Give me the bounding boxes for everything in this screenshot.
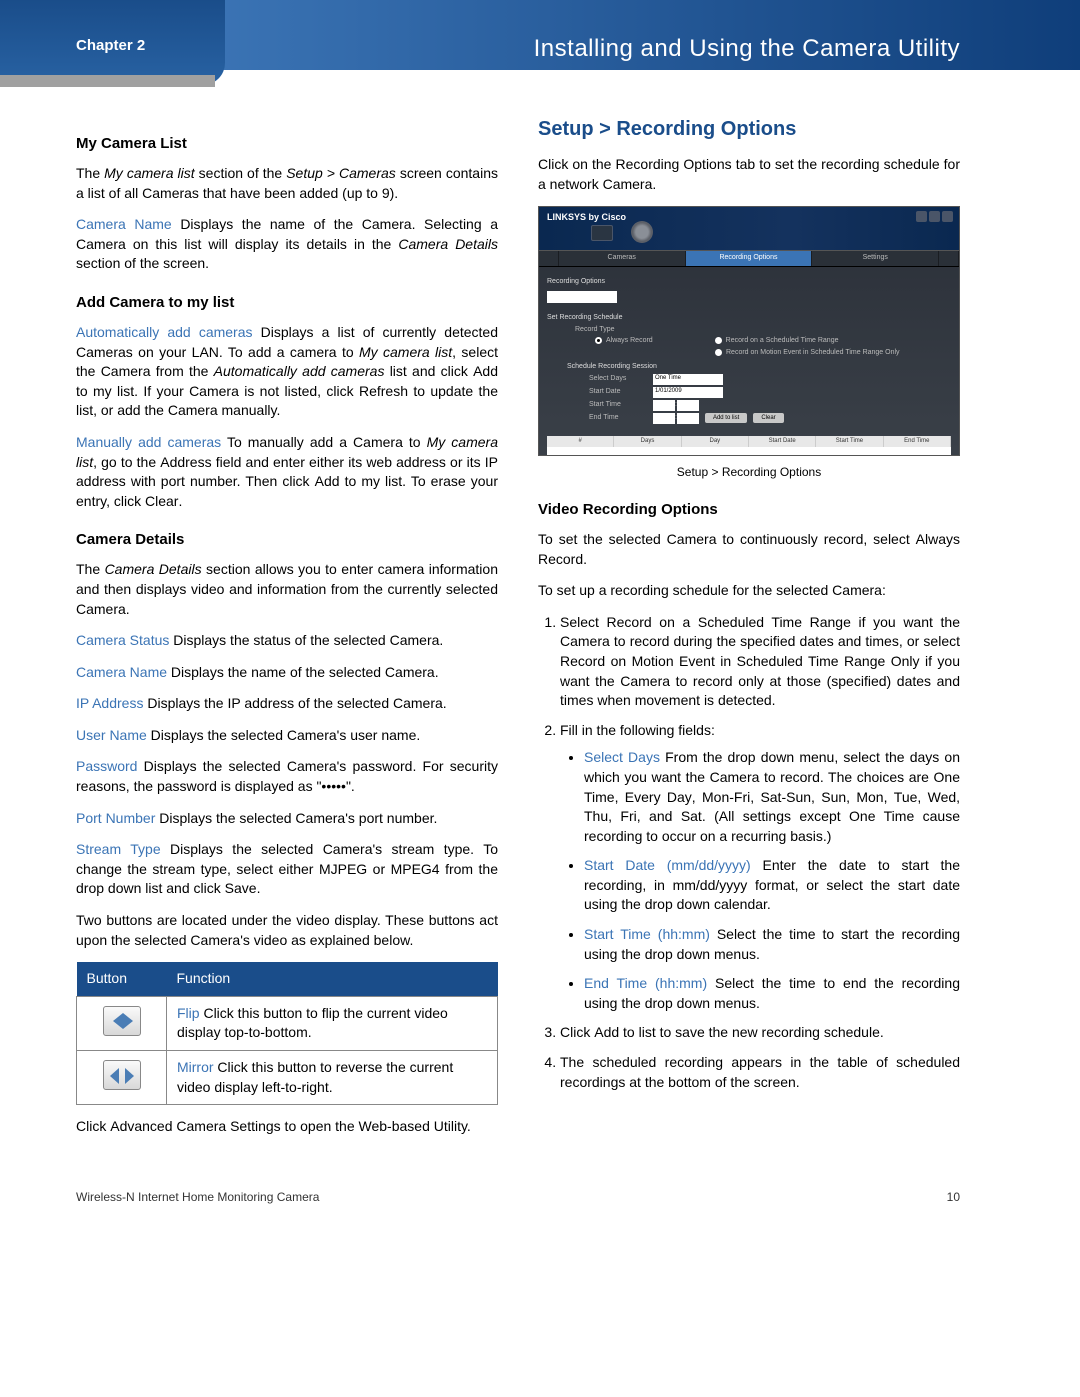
steps-list: Select Record on a Scheduled Time Range … [538, 613, 960, 1092]
ss-label: Recording Options [547, 277, 951, 287]
header-strip [0, 75, 215, 87]
th-button: Button [77, 962, 167, 996]
heading-add-camera: Add Camera to my list [76, 292, 498, 313]
ss-tab: Recording Options [686, 251, 813, 266]
ss-logo: LINKSYS by Cisco [547, 211, 626, 224]
flip-icon [103, 1006, 141, 1036]
camera-icon [591, 225, 613, 241]
para: Click on the Recording Options tab to se… [538, 155, 960, 194]
para: Camera Name Displays the name of the Cam… [76, 215, 498, 274]
para: The My camera list section of the Setup … [76, 164, 498, 203]
para: To set the selected Camera to continuous… [538, 530, 960, 569]
mirror-icon [103, 1060, 141, 1090]
fields-list: Select Days From the drop down menu, sel… [560, 748, 960, 1013]
cell-mirror: Mirror Click this button to reverse the … [167, 1051, 498, 1105]
ss-field-value [677, 400, 699, 411]
left-column: My Camera List The My camera list sectio… [76, 115, 498, 1149]
ss-label: Record Type [575, 326, 615, 333]
para: Manually add cameras To manually add a C… [76, 433, 498, 511]
para: The Camera Details section allows you to… [76, 560, 498, 619]
th-function: Function [167, 962, 498, 996]
ss-radio-label: Record on Motion Event in Scheduled Time… [726, 349, 900, 356]
para: Two buttons are located under the video … [76, 911, 498, 950]
ss-field-value: 1/01/2009 [653, 387, 723, 398]
heading-setup-recording: Setup > Recording Options [538, 115, 960, 143]
chapter-tab: Chapter 2 [0, 0, 225, 85]
page-title: Installing and Using the Camera Utility [205, 0, 1080, 70]
heading-video-recording-options: Video Recording Options [538, 499, 960, 520]
heading-my-camera-list: My Camera List [76, 133, 498, 154]
list-item: The scheduled recording appears in the t… [560, 1053, 960, 1092]
window-buttons [916, 211, 953, 222]
ss-th: Start Date [749, 436, 816, 447]
ss-tab: Cameras [559, 251, 686, 266]
ss-label: Schedule Recording Session [567, 362, 951, 372]
page-header: Installing and Using the Camera Utility … [0, 0, 1080, 85]
ss-radio-label: Record on a Scheduled Time Range [726, 337, 839, 344]
cell-flip: Flip Click this button to flip the curre… [167, 996, 498, 1050]
gear-icon [631, 221, 653, 243]
para: Click Advanced Camera Settings to open t… [76, 1117, 498, 1137]
ss-field-label: Start Time [589, 400, 653, 410]
para: Password Displays the selected Camera's … [76, 757, 498, 796]
para: Stream Type Displays the selected Camera… [76, 840, 498, 899]
ss-radio-label: Always Record [606, 337, 653, 344]
para: Camera Status Displays the status of the… [76, 631, 498, 651]
radio-icon [715, 337, 722, 344]
ss-th: # [547, 436, 614, 447]
ss-button: Clear [753, 413, 783, 423]
table-row: Mirror Click this button to reverse the … [77, 1051, 498, 1105]
ss-field-value: One Time [653, 374, 723, 385]
screenshot-caption: Setup > Recording Options [538, 464, 960, 481]
heading-camera-details: Camera Details [76, 529, 498, 550]
ss-dropdown [547, 291, 617, 303]
list-item: Start Date (mm/dd/yyyy) Enter the date t… [584, 856, 960, 915]
para: Port Number Displays the selected Camera… [76, 809, 498, 829]
ss-tabs: Cameras Recording Options Settings [539, 251, 959, 267]
ss-field-value [653, 400, 675, 411]
ss-field-label: End Time [589, 413, 653, 423]
ss-field-value [677, 413, 699, 424]
page-footer: Wireless-N Internet Home Monitoring Came… [0, 1179, 1080, 1226]
button-function-table: Button Function Flip Click this button t… [76, 962, 498, 1105]
table-row: Flip Click this button to flip the curre… [77, 996, 498, 1050]
ss-field-value [653, 413, 675, 424]
radio-icon [715, 349, 722, 356]
list-item: Fill in the following fields: Select Day… [560, 721, 960, 1014]
list-item: Click Add to list to save the new record… [560, 1023, 960, 1043]
para: Automatically add cameras Displays a lis… [76, 323, 498, 421]
ss-field-label: Select Days [589, 374, 653, 384]
radio-icon [595, 337, 602, 344]
list-item: Select Days From the drop down menu, sel… [584, 748, 960, 846]
ss-button: Add to list [705, 413, 747, 423]
para: Camera Name Displays the name of the sel… [76, 663, 498, 683]
right-column: Setup > Recording Options Click on the R… [538, 115, 960, 1149]
list-text: Fill in the following fields: [560, 722, 715, 738]
para: To set up a recording schedule for the s… [538, 581, 960, 601]
ss-th: Days [614, 436, 681, 447]
list-item: Start Time (hh:mm) Select the time to st… [584, 925, 960, 964]
para: IP Address Displays the IP address of th… [76, 694, 498, 714]
footer-product: Wireless-N Internet Home Monitoring Came… [76, 1189, 319, 1206]
footer-page-number: 10 [947, 1189, 960, 1206]
ss-label: Set Recording Schedule [547, 313, 951, 323]
ss-th: Day [682, 436, 749, 447]
ss-schedule-table: # Days Day Start Date Start Time End Tim… [547, 436, 951, 456]
ss-th: Start Time [816, 436, 883, 447]
ss-field-label: Start Date [589, 387, 653, 397]
ss-th: End Time [884, 436, 951, 447]
list-item: Select Record on a Scheduled Time Range … [560, 613, 960, 711]
para: User Name Displays the selected Camera's… [76, 726, 498, 746]
list-item: End Time (hh:mm) Select the time to end … [584, 974, 960, 1013]
recording-options-screenshot: LINKSYS by Cisco Cameras Recording Optio… [538, 206, 960, 456]
ss-tab: Settings [812, 251, 939, 266]
